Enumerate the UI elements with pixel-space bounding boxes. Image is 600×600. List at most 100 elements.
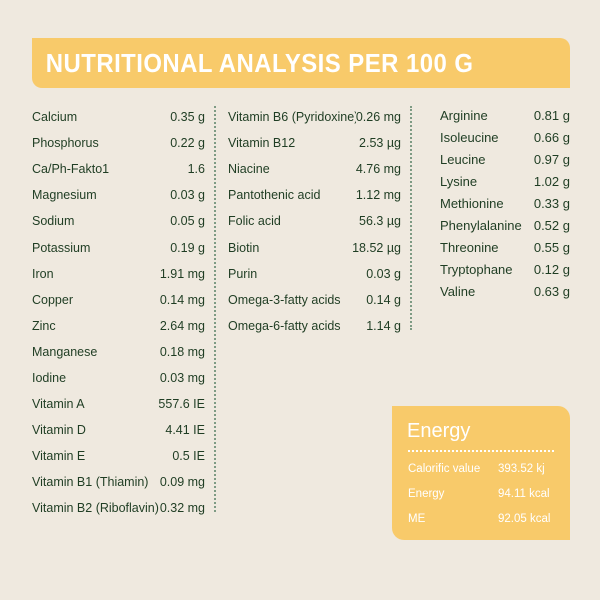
energy-separator — [408, 450, 554, 452]
nutrient-row: Phenylalanine 0.52 g — [440, 214, 570, 236]
nutrient-value: 0.09 mg — [159, 475, 205, 490]
nutrient-value: 2.53 µg — [359, 136, 401, 151]
energy-row: Calorific value 393.52 kj — [392, 456, 570, 481]
nutrient-row: Pantothenic acid 1.12 mg — [228, 182, 401, 208]
nutrient-value: 0.97 g — [533, 151, 570, 167]
nutrient-name: Pantothenic acid — [228, 188, 321, 203]
nutrient-name: Valine — [440, 283, 476, 299]
nutrient-name: Folic acid — [228, 214, 281, 229]
nutrient-name: Magnesium — [32, 188, 97, 203]
nutrient-value: 0.03 mg — [159, 370, 205, 385]
nutrient-row: Isoleucine 0.66 g — [440, 126, 570, 148]
nutrient-row: Iron 1.91 mg — [32, 261, 205, 287]
nutrient-name: Phenylalanine — [440, 217, 522, 233]
nutrient-name: Arginine — [440, 107, 488, 123]
nutrient-name: Lysine — [440, 173, 478, 189]
nutrient-row: Vitamin B2 (Riboflavin) 0.32 mg — [32, 495, 205, 521]
nutrient-row: Manganese 0.18 mg — [32, 339, 205, 365]
nutrient-row: Sodium 0.05 g — [32, 208, 205, 234]
nutrient-row: Threonine 0.55 g — [440, 236, 570, 258]
nutrient-row: Vitamin B1 (Thiamin) 0.09 mg — [32, 469, 205, 495]
nutrient-row: Arginine 0.81 g — [440, 104, 570, 126]
nutrient-value: 18.52 µg — [352, 240, 401, 255]
nutrient-row: Valine 0.63 g — [440, 280, 570, 302]
nutrient-name: Sodium — [32, 214, 75, 229]
nutrient-row: Vitamin B6 (Pyridoxine) 0.26 mg — [228, 104, 401, 130]
nutrient-row: Purin 0.03 g — [228, 261, 401, 287]
nutrient-value: 56.3 µg — [359, 214, 401, 229]
nutrient-value: 0.03 g — [366, 266, 401, 281]
nutrient-row: Potassium 0.19 g — [32, 234, 205, 260]
title-banner: NUTRITIONAL ANALYSIS PER 100 G — [32, 38, 570, 88]
nutrient-row: Omega-3-fatty acids 0.14 g — [228, 287, 401, 313]
nutrient-value: 0.35 g — [170, 110, 205, 125]
energy-label: Calorific value — [408, 462, 481, 475]
energy-label: ME — [408, 512, 426, 525]
nutrient-row: Copper 0.14 mg — [32, 287, 205, 313]
nutrient-value: 1.6 — [187, 162, 205, 177]
nutrient-value: 0.22 g — [170, 136, 205, 151]
nutrient-value: 1.02 g — [533, 173, 570, 189]
dotted-divider — [214, 106, 216, 512]
energy-row: ME 92.05 kcal — [392, 506, 570, 531]
nutrient-value: 0.14 g — [366, 292, 401, 307]
energy-panel: Energy Calorific value 393.52 kj Energy 94… — [392, 406, 570, 540]
nutrient-value: 0.19 g — [170, 240, 205, 255]
nutrient-value: 0.18 mg — [159, 344, 205, 359]
energy-title: Energy — [407, 420, 471, 442]
nutrient-row: Tryptophane 0.12 g — [440, 258, 570, 280]
nutrient-row: Iodine 0.03 mg — [32, 365, 205, 391]
nutrient-row: Niacine 4.76 mg — [228, 156, 401, 182]
nutrient-value: 1.12 mg — [355, 188, 401, 203]
nutrient-value: 0.03 g — [170, 188, 205, 203]
nutrient-name: Tryptophane — [440, 261, 513, 277]
nutrient-value: 0.5 IE — [172, 449, 205, 464]
nutrient-name: Calcium — [32, 110, 78, 125]
nutrient-name: Phosphorus — [32, 136, 99, 151]
nutrient-name: Vitamin B12 — [228, 136, 296, 151]
nutrient-name: Biotin — [228, 240, 260, 255]
nutrient-value: 0.05 g — [170, 214, 205, 229]
page-title: NUTRITIONAL ANALYSIS PER 100 G — [45, 47, 474, 78]
nutrient-row: Omega-6-fatty acids 1.14 g — [228, 313, 401, 339]
nutrient-row: Ca/Ph-Fakto1 1.6 — [32, 156, 205, 182]
nutrient-name: Isoleucine — [440, 129, 499, 145]
nutrient-name: Manganese — [32, 344, 98, 359]
energy-value: 393.52 kj — [498, 462, 545, 475]
nutrient-name: Vitamin B2 (Riboflavin) — [32, 501, 159, 516]
nutrient-name: Zinc — [32, 318, 56, 333]
nutrient-name: Leucine — [440, 151, 486, 167]
nutrient-value: 0.66 g — [533, 129, 570, 145]
nutrient-row: Magnesium 0.03 g — [32, 182, 205, 208]
nutrient-name: Purin — [228, 266, 258, 281]
energy-row: Energy 94.11 kcal — [392, 481, 570, 506]
nutrient-name: Iron — [32, 266, 54, 281]
nutrient-name: Methionine — [440, 195, 504, 211]
nutrient-row: Zinc 2.64 mg — [32, 313, 205, 339]
nutrient-name: Niacine — [228, 162, 270, 177]
nutrient-name: Omega-6-fatty acids — [228, 318, 341, 333]
nutrient-row: Vitamin D 4.41 IE — [32, 417, 205, 443]
nutrient-column-vitamins-fatty-acids: Vitamin B6 (Pyridoxine) 0.26 mg Vitamin B… — [228, 104, 401, 339]
energy-label: Energy — [408, 487, 445, 500]
nutrient-name: Vitamin A — [32, 397, 85, 412]
nutrient-name: Vitamin B1 (Thiamin) — [32, 475, 149, 490]
dotted-divider — [410, 106, 412, 330]
nutrient-column-amino-acids: Arginine 0.81 g Isoleucine 0.66 g Leucine 0… — [440, 104, 570, 302]
nutrient-row: Phosphorus 0.22 g — [32, 130, 205, 156]
nutrient-row: Leucine 0.97 g — [440, 148, 570, 170]
nutrient-name: Vitamin D — [32, 423, 86, 438]
nutrient-row: Calcium 0.35 g — [32, 104, 205, 130]
nutrient-value: 4.41 IE — [165, 423, 205, 438]
nutrient-row: Folic acid 56.3 µg — [228, 208, 401, 234]
nutrient-row: Vitamin A 557.6 IE — [32, 391, 205, 417]
energy-value: 92.05 kcal — [498, 512, 551, 525]
energy-value: 94.11 kcal — [498, 487, 550, 500]
nutrient-name: Copper — [32, 292, 73, 307]
nutrient-value: 1.14 g — [366, 318, 401, 333]
nutrient-value: 2.64 mg — [159, 318, 205, 333]
nutrient-row: Biotin 18.52 µg — [228, 234, 401, 260]
nutrient-value: 557.6 IE — [158, 397, 205, 412]
nutrient-value: 0.81 g — [533, 107, 570, 123]
nutrient-column-minerals-vitamins: Calcium 0.35 g Phosphorus 0.22 g Ca/Ph-Fak… — [32, 104, 205, 522]
